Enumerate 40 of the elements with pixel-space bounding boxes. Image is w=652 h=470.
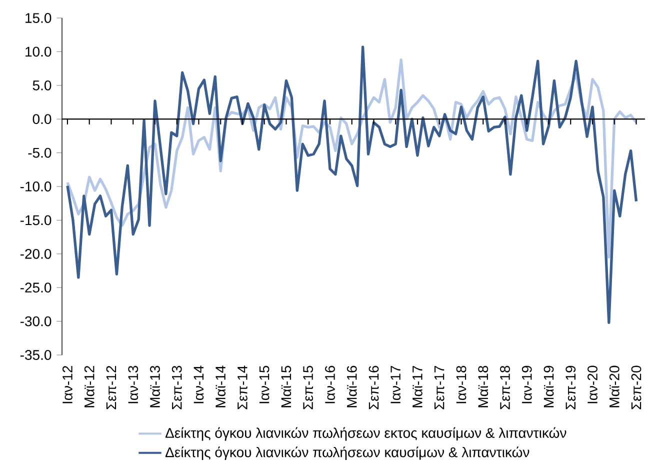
- y-tick-label: -5.0: [28, 148, 52, 158]
- y-tick-label: -15.0: [20, 215, 52, 226]
- x-tick-label: Σεπ-12: [106, 366, 116, 410]
- x-tick-label: Ιαν-14: [194, 366, 204, 404]
- x-tick-label: Ιαν-15: [259, 366, 270, 404]
- x-tick-label: Μαϊ-14: [216, 366, 226, 408]
- y-tick-label: -10.0: [20, 182, 52, 192]
- y-tick-label: -35.0: [20, 350, 52, 360]
- x-tick-label: Ιαν-17: [390, 366, 401, 404]
- y-tick-label: 0.0: [32, 114, 52, 124]
- legend-label: Δείκτης όγκου λιανικών πωλήσεων εκτος καυσίμων & λιπαντικών: [165, 427, 566, 441]
- y-tick-label: -25.0: [20, 282, 52, 293]
- x-tick-label: Ιαν-19: [522, 366, 532, 404]
- x-tick-label: Μαϊ-17: [412, 366, 422, 408]
- y-tick-label: 10.0: [26, 46, 52, 57]
- x-tick-label: Ιαν-20: [588, 366, 598, 404]
- y-tick-label: -30.0: [20, 316, 52, 326]
- x-tick-label: Μαϊ-16: [346, 366, 357, 408]
- y-tick-label: 5.0: [32, 80, 52, 90]
- x-tick-label: Μαϊ-20: [609, 366, 620, 408]
- x-tick-label: Σεπ-13: [172, 366, 182, 410]
- x-tick-label: Ιαν-18: [456, 366, 466, 404]
- x-tick-label: Σεπ-14: [238, 366, 248, 410]
- x-tick-label: Σεπ-17: [434, 366, 444, 410]
- x-tick-label: Σεπ-15: [303, 366, 314, 410]
- x-tick-label: Μαϊ-13: [150, 366, 160, 408]
- x-tick-label: Σεπ-19: [566, 366, 576, 410]
- y-tick-label: -20.0: [20, 248, 52, 259]
- legend-label: Δείκτης όγκου λιανικών πωλήσεων καυσίμων & λιπαντικών: [165, 446, 530, 460]
- x-tick-label: Σεπ-18: [500, 366, 510, 410]
- x-tick-label: Ιαν-12: [62, 366, 72, 404]
- x-tick-label: Μαϊ-18: [478, 366, 488, 408]
- x-tick-label: Ιαν-13: [128, 366, 138, 404]
- x-tick-label: Μαϊ-15: [281, 366, 292, 408]
- x-tick-label: Ιαν-16: [325, 366, 335, 404]
- y-tick-label: 15.0: [26, 13, 52, 23]
- x-tick-label: Μαϊ-12: [84, 366, 94, 408]
- x-tick-label: Σεπ-16: [368, 366, 379, 410]
- x-tick-label: Μαϊ-19: [544, 366, 554, 408]
- x-tick-label: Σεπ-20: [631, 366, 642, 410]
